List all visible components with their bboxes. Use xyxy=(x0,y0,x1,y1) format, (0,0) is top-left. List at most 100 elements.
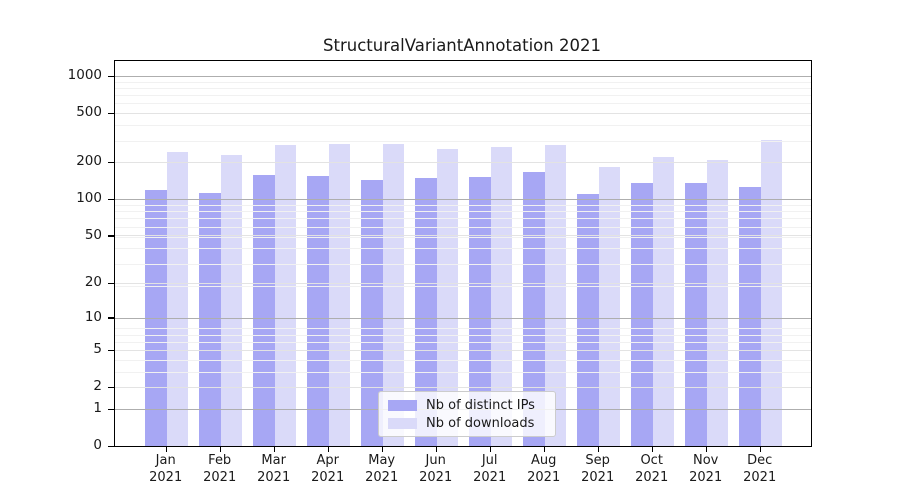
y-tick-label: 200 xyxy=(76,153,102,170)
bar-distinct-ips xyxy=(631,182,653,446)
minor-grid-line xyxy=(115,263,811,265)
chart-title: StructuralVariantAnnotation 2021 xyxy=(323,36,601,55)
bar-downloads xyxy=(706,160,729,446)
x-tick-mark xyxy=(759,446,761,452)
grid-line xyxy=(115,387,811,389)
x-tick-mark xyxy=(381,446,383,452)
x-tick-mark xyxy=(489,446,491,452)
x-tick-month: Jan xyxy=(155,453,176,468)
bar-downloads xyxy=(490,147,513,446)
bar-distinct-ips xyxy=(253,175,275,446)
y-tick-mark xyxy=(108,445,114,448)
x-tick-mark xyxy=(543,446,545,452)
x-tick-year: 2021 xyxy=(581,469,615,485)
grid-line xyxy=(115,282,811,284)
bar-downloads xyxy=(274,145,297,446)
x-tick-year: 2021 xyxy=(473,469,507,485)
bar-distinct-ips xyxy=(685,182,707,446)
x-tick-label: Oct 2021 xyxy=(624,453,680,486)
bar-distinct-ips xyxy=(577,193,599,446)
x-tick-month: Dec xyxy=(747,453,773,468)
y-tick-mark xyxy=(108,349,114,352)
x-tick-month: Nov xyxy=(693,453,719,468)
x-tick-year: 2021 xyxy=(365,469,399,485)
y-tick-mark xyxy=(108,112,114,115)
bar-distinct-ips xyxy=(415,178,437,446)
bar-distinct-ips xyxy=(469,176,491,446)
minor-grid-line xyxy=(115,103,811,105)
y-tick-label: 1000 xyxy=(67,67,102,84)
x-tick-label: Jun 2021 xyxy=(408,453,464,486)
bar-downloads xyxy=(652,156,675,446)
y-tick-mark xyxy=(108,235,114,237)
bar-distinct-ips xyxy=(523,171,545,446)
x-tick-year: 2021 xyxy=(311,469,345,485)
y-tick-mark xyxy=(108,282,114,285)
legend-row-downloads: Nb of downloads xyxy=(388,416,555,431)
x-tick-year: 2021 xyxy=(203,469,237,485)
bar-downloads xyxy=(760,139,783,446)
major-grid-line xyxy=(115,317,811,319)
x-tick-month: Oct xyxy=(640,453,663,468)
y-tick-label: 5 xyxy=(93,341,102,358)
bar-distinct-ips xyxy=(361,180,383,446)
y-tick-label: 2 xyxy=(93,378,102,395)
y-tick-mark xyxy=(108,75,114,78)
minor-grid-line xyxy=(115,205,811,207)
legend-label-distinct-ips: Nb of distinct IPs xyxy=(426,397,535,413)
bar-downloads xyxy=(328,144,351,446)
x-tick-month: May xyxy=(368,453,396,468)
x-tick-year: 2021 xyxy=(689,469,723,485)
minor-grid-line xyxy=(115,125,811,127)
x-tick-year: 2021 xyxy=(743,469,777,485)
bars-layer xyxy=(115,61,811,446)
y-tick-mark xyxy=(108,317,114,319)
minor-grid-line xyxy=(115,140,811,142)
minor-grid-line xyxy=(115,95,811,97)
x-tick-label: Dec 2021 xyxy=(732,453,788,486)
x-tick-mark xyxy=(597,446,599,452)
minor-grid-line xyxy=(115,248,811,250)
minor-grid-line xyxy=(115,341,811,343)
x-tick-month: Mar xyxy=(261,453,286,468)
minor-grid-line xyxy=(115,285,811,287)
x-tick-mark xyxy=(219,446,221,452)
x-tick-label: Apr 2021 xyxy=(300,453,356,486)
y-tick-label: 100 xyxy=(76,190,102,207)
y-tick-mark xyxy=(108,161,114,164)
x-tick-year: 2021 xyxy=(527,469,561,485)
y-tick-label: 50 xyxy=(84,226,102,243)
x-tick-month: Jun xyxy=(425,453,446,468)
x-tick-year: 2021 xyxy=(257,469,291,485)
x-tick-label: Mar 2021 xyxy=(246,453,302,486)
y-tick-label: 1 xyxy=(93,400,102,417)
y-tick-mark xyxy=(108,386,114,389)
minor-grid-line xyxy=(115,328,811,330)
y-tick-mark xyxy=(108,408,114,410)
legend-row-distinct-ips: Nb of distinct IPs xyxy=(388,398,555,413)
legend: Nb of distinct IPs Nb of downloads xyxy=(378,391,556,437)
x-tick-label: Nov 2021 xyxy=(678,453,734,486)
x-tick-month: Apr xyxy=(316,453,339,468)
x-tick-label: Aug 2021 xyxy=(516,453,572,486)
x-tick-label: May 2021 xyxy=(354,453,410,486)
bar-downloads xyxy=(220,155,243,446)
grid-line xyxy=(115,162,811,164)
x-tick-mark xyxy=(651,446,653,452)
x-tick-mark xyxy=(273,446,275,452)
major-grid-line xyxy=(115,76,811,78)
x-tick-month: Feb xyxy=(208,453,232,468)
minor-grid-line xyxy=(115,236,811,238)
bar-distinct-ips xyxy=(739,186,761,446)
x-tick-month: Sep xyxy=(585,453,610,468)
y-tick-label: 10 xyxy=(84,308,102,325)
x-tick-mark xyxy=(327,446,329,452)
grid-layer xyxy=(115,61,811,446)
x-tick-label: Jul 2021 xyxy=(462,453,518,486)
y-tick-label: 20 xyxy=(84,274,102,291)
grid-line xyxy=(115,350,811,352)
bar-downloads xyxy=(382,144,405,446)
y-tick-label: 500 xyxy=(76,104,102,121)
x-tick-mark xyxy=(435,446,437,452)
